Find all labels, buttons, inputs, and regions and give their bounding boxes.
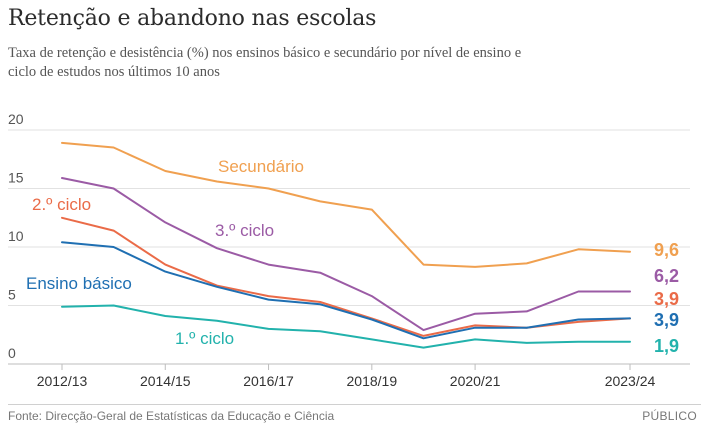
y-tick-label: 5: [8, 287, 16, 303]
series-line-1: [61, 177, 631, 332]
source-note: Fonte: Direcção-Geral de Estatísticas da…: [8, 409, 335, 423]
series-name-label: 3.º ciclo: [215, 221, 274, 240]
x-tick-label: 2016/17: [243, 373, 294, 389]
line-chart: 0 5 10 15 20 2012/13 2014/15 2016/17 2018/19 2020…: [8, 111, 690, 389]
x-tick-label: 2023/24: [605, 373, 656, 389]
end-value-label: 1,9: [654, 336, 679, 356]
series-name-label: 2.º ciclo: [32, 195, 91, 214]
series-line-2: [61, 216, 631, 337]
y-tick-label: 0: [8, 345, 16, 361]
y-tick-label: 10: [8, 228, 24, 244]
publisher-brand: PÚBLICO: [642, 409, 697, 423]
x-tick-label: 2018/19: [347, 373, 398, 389]
y-tick-label: 20: [8, 111, 24, 127]
series-line-0: [61, 141, 631, 268]
chart-title: Retenção e abandono nas escolas: [8, 6, 377, 31]
end-value-label: 3,9: [654, 310, 679, 330]
series-line-4: [61, 304, 631, 349]
end-value-label: 3,9: [654, 289, 679, 309]
end-value-label: 9,6: [654, 240, 679, 260]
x-tick-label: 2012/13: [37, 373, 88, 389]
y-tick-label: 15: [8, 170, 24, 186]
x-tick-label: 2014/15: [140, 373, 191, 389]
series-name-label: 1.º ciclo: [175, 329, 234, 348]
series-line-3: [61, 241, 631, 340]
end-value-label: 6,2: [654, 266, 679, 286]
series-name-label: Secundário: [218, 157, 304, 176]
footer-divider: [8, 404, 701, 405]
series-name-label: Ensino básico: [26, 274, 132, 293]
x-tick-label: 2020/21: [450, 373, 501, 389]
chart-subtitle: Taxa de retenção e desistência (%) nos e…: [8, 45, 522, 80]
